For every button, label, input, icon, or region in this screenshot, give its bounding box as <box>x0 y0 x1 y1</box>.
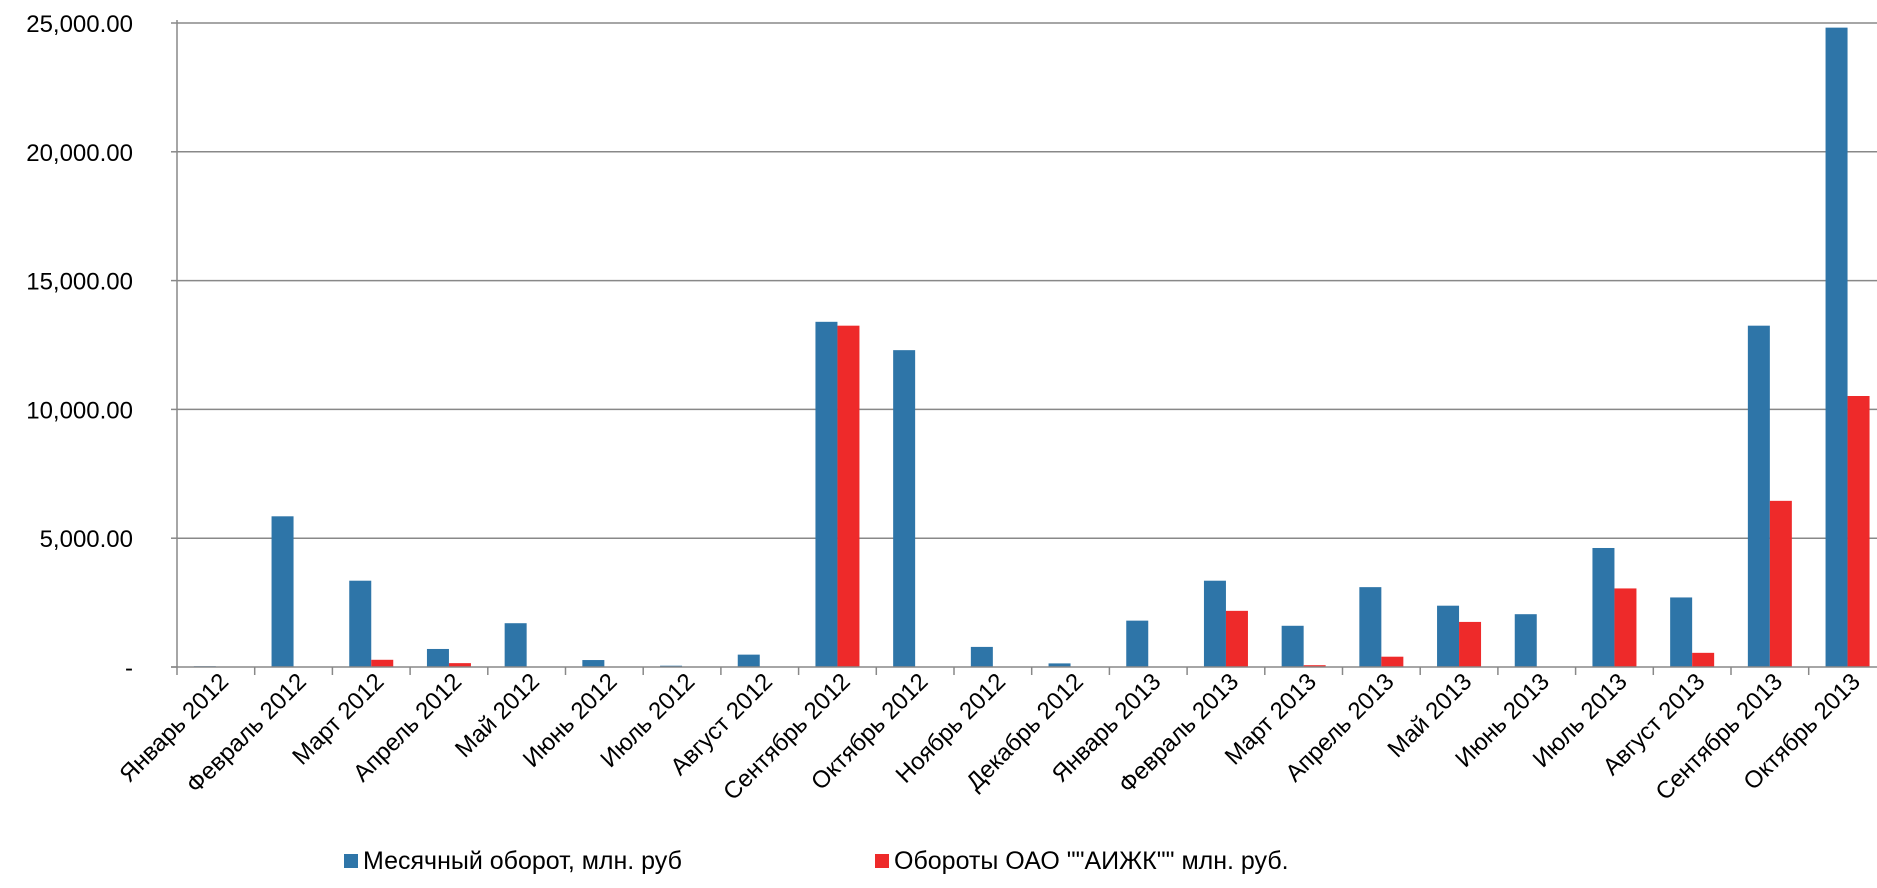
bar-series-2 <box>1459 621 1482 667</box>
bar-series-1 <box>1203 580 1226 667</box>
bar-series-1 <box>349 580 372 667</box>
y-tick-label: 10,000.00 <box>26 397 133 424</box>
bar-series-1 <box>426 648 449 667</box>
bar-series-1 <box>1281 625 1304 667</box>
bar-series-1 <box>271 516 294 667</box>
y-tick-label: 25,000.00 <box>26 11 133 38</box>
y-tick-label: 15,000.00 <box>26 269 133 296</box>
y-tick-label: 5,000.00 <box>40 526 133 553</box>
bar-series-2 <box>1381 656 1404 667</box>
bar-series-2 <box>371 659 394 667</box>
bar-series-1 <box>970 646 993 667</box>
legend-label-series-2: Обороты ОАО ""АИЖК"" млн. руб. <box>894 847 1289 875</box>
legend-swatch-series-2 <box>875 854 889 868</box>
bar-series-1 <box>504 623 527 667</box>
bar-series-1 <box>1126 620 1149 667</box>
y-axis-tick-labels: - 5,000.00 10,000.00 15,000.00 20,000.00 25,0… <box>26 11 133 682</box>
bar-series-1 <box>1359 587 1382 667</box>
bar-series-1 <box>893 350 916 667</box>
bar-series-1 <box>737 654 760 667</box>
bar-series-2 <box>1303 665 1326 667</box>
bar-series-2 <box>1847 396 1870 667</box>
bar-series-1 <box>1592 547 1615 667</box>
gridlines <box>177 22 1877 539</box>
bar-series-1 <box>815 321 838 667</box>
bars <box>193 27 1870 668</box>
bar-series-2 <box>1614 588 1637 667</box>
legend: Месячный оборот, млн. руб Обороты ОАО ""… <box>344 847 1289 875</box>
bar-series-1 <box>1514 614 1537 667</box>
bar-series-1 <box>1437 605 1460 667</box>
bar-series-2 <box>837 325 860 667</box>
axes <box>171 20 1877 675</box>
bar-series-2 <box>1225 610 1248 667</box>
bar-series-1 <box>1825 27 1848 668</box>
y-tick-label: 20,000.00 <box>26 140 133 167</box>
y-tick-label: - <box>125 655 133 682</box>
bar-series-2 <box>448 663 471 667</box>
bar-series-1 <box>1670 597 1693 667</box>
bar-series-1 <box>1747 325 1770 667</box>
bar-series-2 <box>1769 500 1792 667</box>
bar-series-1 <box>1048 663 1071 667</box>
legend-label-series-1: Месячный оборот, млн. руб <box>363 847 682 875</box>
bar-series-1 <box>582 660 605 667</box>
bar-series-2 <box>1692 652 1715 667</box>
legend-swatch-series-1 <box>344 854 358 868</box>
